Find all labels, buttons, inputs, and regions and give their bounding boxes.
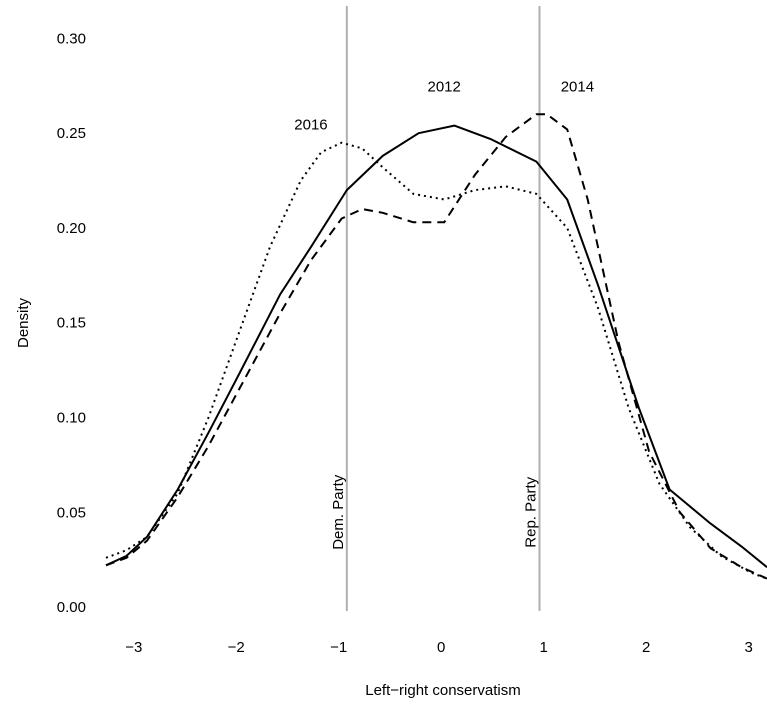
reference-line-label-1: Rep. Party	[522, 476, 539, 547]
reference-line-label-0: Dem. Party	[330, 474, 347, 550]
y-tick-label: 0.10	[57, 410, 86, 427]
x-axis-ticks: −3 −2 −1 0 1 2 3	[125, 639, 753, 656]
x-tick-label: −3	[125, 639, 142, 656]
y-tick-label: 0.25	[57, 125, 86, 142]
series-label-2016: 2016	[294, 116, 327, 133]
reference-lines: Dem. Party Rep. Party	[330, 6, 541, 612]
x-tick-label: 1	[539, 639, 547, 656]
series-label-2012: 2012	[427, 79, 460, 96]
x-tick-label: −1	[330, 639, 347, 656]
series-label-2014: 2014	[561, 79, 594, 96]
x-tick-label: 0	[437, 639, 445, 656]
series-line-2014	[105, 113, 767, 580]
series-line-2016	[105, 141, 767, 580]
y-tick-label: 0.00	[57, 599, 86, 616]
y-tick-label: 0.05	[57, 504, 86, 521]
series-labels: 2012 2014 2016	[294, 79, 594, 134]
y-tick-label: 0.30	[57, 30, 86, 47]
series-line-2012	[105, 124, 767, 568]
x-tick-label: 2	[642, 639, 650, 656]
y-axis-title: Density	[15, 297, 32, 348]
series-lines	[105, 113, 767, 580]
x-tick-label: 3	[744, 639, 752, 656]
y-axis-ticks: 0.00 0.05 0.10 0.15 0.20 0.25 0.30	[57, 30, 86, 616]
x-axis-title: Left−right conservatism	[365, 682, 521, 699]
y-tick-label: 0.20	[57, 220, 86, 237]
y-tick-label: 0.15	[57, 315, 86, 332]
x-tick-label: −2	[228, 639, 245, 656]
